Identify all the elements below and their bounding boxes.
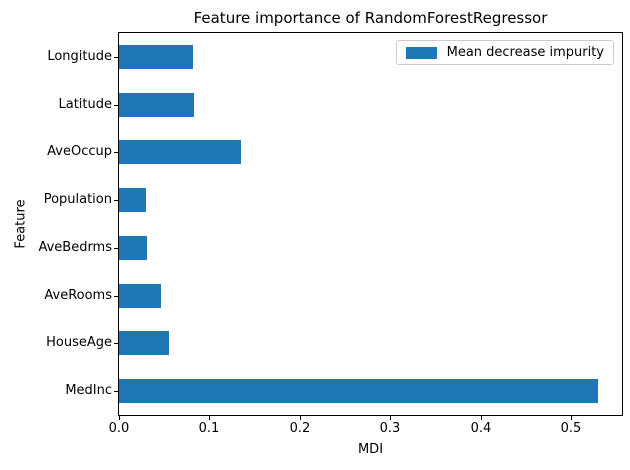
xtick-mark-0.4 (481, 416, 482, 420)
xtick-label-0.0: 0.0 (108, 421, 130, 436)
ytick-label-aveoccup: AveOccup (47, 144, 112, 159)
ytick-label-houseage: HouseAge (46, 335, 112, 350)
y-axis-label: Feature (13, 199, 29, 249)
xtick-mark-0.3 (390, 416, 391, 420)
bar-longitude (119, 45, 193, 69)
bar-avebedrms (119, 236, 147, 260)
bar-aveoccup (119, 140, 241, 164)
legend-swatch (405, 46, 437, 59)
bar-latitude (119, 93, 194, 117)
legend-label: Mean decrease impurity (446, 45, 604, 60)
ytick-mark-population (114, 200, 118, 201)
ytick-mark-avebedrms (114, 248, 118, 249)
ytick-mark-latitude (114, 105, 118, 106)
xtick-label-0.2: 0.2 (289, 421, 311, 436)
ytick-mark-averooms (114, 296, 118, 297)
xtick-label-0.1: 0.1 (198, 421, 220, 436)
xtick-mark-0.5 (571, 416, 572, 420)
ytick-label-averooms: AveRooms (44, 288, 112, 303)
bar-medinc (119, 379, 598, 403)
ytick-label-avebedrms: AveBedrms (38, 240, 112, 255)
ytick-mark-medinc (114, 391, 118, 392)
xtick-label-0.4: 0.4 (470, 421, 492, 436)
ytick-label-latitude: Latitude (58, 97, 112, 112)
legend: Mean decrease impurity (395, 40, 614, 65)
ytick-label-longitude: Longitude (47, 49, 112, 64)
chart-title: Feature importance of RandomForestRegres… (193, 9, 548, 27)
xtick-mark-0.0 (119, 416, 120, 420)
ytick-mark-houseage (114, 343, 118, 344)
xtick-label-0.5: 0.5 (560, 421, 582, 436)
xtick-mark-0.1 (209, 416, 210, 420)
plot-area: Mean decrease impurity (118, 32, 623, 416)
xtick-label-0.3: 0.3 (379, 421, 401, 436)
ytick-mark-aveoccup (114, 152, 118, 153)
bar-houseage (119, 331, 169, 355)
bar-population (119, 188, 146, 212)
bar-averooms (119, 284, 161, 308)
ytick-label-medinc: MedInc (65, 383, 112, 398)
x-axis-label: MDI (357, 442, 384, 457)
ytick-mark-longitude (114, 57, 118, 58)
ytick-label-population: Population (43, 192, 112, 207)
xtick-mark-0.2 (300, 416, 301, 420)
